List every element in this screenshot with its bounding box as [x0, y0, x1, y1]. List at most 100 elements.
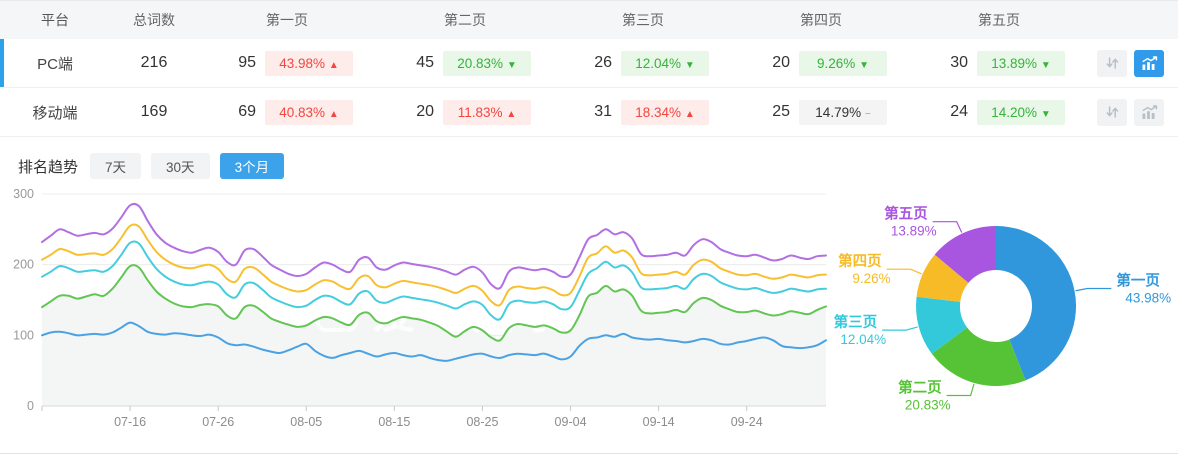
table-row[interactable]: 移动端 169 69 40.83% ▲ 20 11.83% ▲ 31 18.34% ▲ 25 14…: [0, 88, 1178, 137]
slice-pct: 13.89%: [891, 224, 937, 239]
page-count: 20: [772, 54, 790, 71]
page-distribution-donut: 第一页 43.98% 第二页 20.83% 第三页 12.04% 第四页 9.26% 第五页 13…: [832, 176, 1178, 440]
page-cell: 95 43.98% ▲: [198, 50, 376, 76]
platform-cell: 移动端: [32, 104, 78, 122]
trend-arrow-icon: ▼: [506, 59, 517, 71]
table-row[interactable]: PC端 216 95 43.98% ▲ 45 20.83% ▼ 26 12.04% ▼ 20 9.…: [0, 39, 1178, 88]
page-count: 30: [950, 54, 968, 71]
platform-cell: PC端: [37, 55, 73, 73]
range-tab-7天[interactable]: 7天: [90, 153, 142, 179]
total-words-cell: 216: [140, 54, 168, 71]
slice-label: 第二页: [898, 378, 942, 396]
x-tick-label: 09-04: [555, 415, 587, 429]
trend-range-tabs: 7天 30天 3个月: [90, 153, 285, 179]
page-change-badge: 13.89% ▼: [977, 50, 1065, 76]
range-tab-3个月[interactable]: 3个月: [219, 153, 285, 179]
series-line-第二页[interactable]: [41, 264, 827, 342]
sort-button[interactable]: [1097, 49, 1127, 77]
y-tick-label: 300: [13, 187, 34, 201]
page-count: 26: [594, 54, 612, 71]
trend-chart-icon: [1141, 104, 1157, 119]
donut-slice-第一页[interactable]: [996, 226, 1077, 381]
page-cell: 20 11.83% ▲: [376, 99, 554, 125]
header-platform: 平台: [41, 12, 69, 28]
header-page-5: 第五页: [978, 12, 1020, 28]
page-cell: 24 14.20% ▼: [910, 99, 1088, 125]
donut-slice-第三页[interactable]: [915, 296, 968, 354]
label-leader-line: [882, 326, 918, 331]
show-trend-button[interactable]: [1134, 98, 1164, 126]
series-line-第一页[interactable]: [41, 321, 827, 362]
rank-table: 平台 总词数 第一页 第二页 第三页 第四页 第五页 PC端 216 95 43.98…: [0, 1, 1178, 137]
series-line-第四页[interactable]: [41, 223, 827, 307]
series-line-第五页[interactable]: [41, 202, 827, 290]
slice-pct: 43.98%: [1125, 291, 1171, 306]
y-tick-label: 0: [27, 399, 34, 413]
page-cell: 25 14.79% −: [732, 99, 910, 125]
row-actions: [1088, 98, 1178, 126]
slice-pct: 9.26%: [852, 271, 890, 286]
page-change-badge: 43.98% ▲: [265, 50, 353, 76]
slice-pct: 20.83%: [905, 397, 951, 412]
page-count: 45: [416, 54, 434, 71]
page-count: 31: [594, 103, 612, 120]
page-count: 20: [416, 103, 434, 120]
sort-icon: [1106, 106, 1118, 118]
trend-arrow-icon: ▼: [1040, 59, 1051, 71]
header-page-4: 第四页: [800, 12, 842, 28]
page-count: 69: [238, 103, 256, 120]
x-tick-label: 08-25: [466, 415, 498, 429]
table-body: PC端 216 95 43.98% ▲ 45 20.83% ▼ 26 12.04% ▼ 20 9.…: [0, 39, 1178, 137]
trend-line-chart: 爱站网 07-16 07-26 08-05 08-15 08-25 09-04 09-14 09…: [0, 184, 832, 448]
x-tick-label: 08-15: [378, 415, 410, 429]
trend-arrow-icon: ▲: [506, 108, 517, 120]
slice-label: 第三页: [834, 313, 878, 331]
header-total-words: 总词数: [133, 12, 175, 28]
page-change-badge: 14.20% ▼: [977, 99, 1065, 125]
trend-arrow-icon: −: [864, 108, 871, 120]
x-tick-label: 07-26: [202, 415, 234, 429]
donut-slice-第四页[interactable]: [916, 254, 969, 302]
donut-slice-第二页[interactable]: [931, 327, 1026, 387]
page-change-badge: 18.34% ▲: [621, 99, 709, 125]
total-words-cell: 169: [140, 103, 168, 120]
slice-label: 第四页: [838, 252, 882, 270]
range-tab-30天[interactable]: 30天: [151, 153, 210, 179]
donut-slice-第五页[interactable]: [934, 226, 996, 283]
y-tick-label: 100: [13, 328, 34, 342]
page-cell: 31 18.34% ▲: [554, 99, 732, 125]
trend-toolbar: 排名趋势 7天 30天 3个月: [0, 137, 1178, 180]
page-change-badge: 9.26% ▼: [799, 50, 887, 76]
row-actions: [1088, 49, 1178, 77]
charts-area: 爱站网 07-16 07-26 08-05 08-15 08-25 09-04 09-14 09…: [0, 184, 1178, 448]
header-page-1: 第一页: [266, 12, 308, 28]
x-tick-label: 08-05: [290, 415, 322, 429]
page-change-badge: 14.79% −: [799, 99, 887, 125]
page-cell: 20 9.26% ▼: [732, 50, 910, 76]
page-cell: 26 12.04% ▼: [554, 50, 732, 76]
trend-arrow-icon: ▼: [684, 59, 695, 71]
page-change-badge: 11.83% ▲: [443, 99, 531, 125]
label-leader-line: [946, 383, 975, 397]
sort-button[interactable]: [1097, 98, 1127, 126]
trend-arrow-icon: ▲: [328, 108, 339, 120]
y-tick-label: 200: [13, 258, 34, 272]
trend-arrow-icon: ▲: [328, 59, 339, 71]
page-change-badge: 12.04% ▼: [621, 50, 709, 76]
x-tick-label: 09-14: [643, 415, 675, 429]
page-cell: 30 13.89% ▼: [910, 50, 1088, 76]
x-tick-label: 07-16: [114, 415, 146, 429]
page-count: 95: [238, 54, 256, 71]
trend-arrow-icon: ▼: [1040, 108, 1051, 120]
page-cell: 45 20.83% ▼: [376, 50, 554, 76]
series-line-第三页[interactable]: [41, 240, 827, 321]
page-cell: 69 40.83% ▲: [198, 99, 376, 125]
sort-icon: [1106, 57, 1118, 69]
area-fill: [42, 265, 826, 406]
label-leader-line: [932, 221, 963, 233]
header-page-2: 第二页: [444, 12, 486, 28]
label-leader-line: [886, 268, 922, 275]
show-trend-button[interactable]: [1134, 49, 1164, 77]
trend-arrow-icon: ▲: [684, 108, 695, 120]
